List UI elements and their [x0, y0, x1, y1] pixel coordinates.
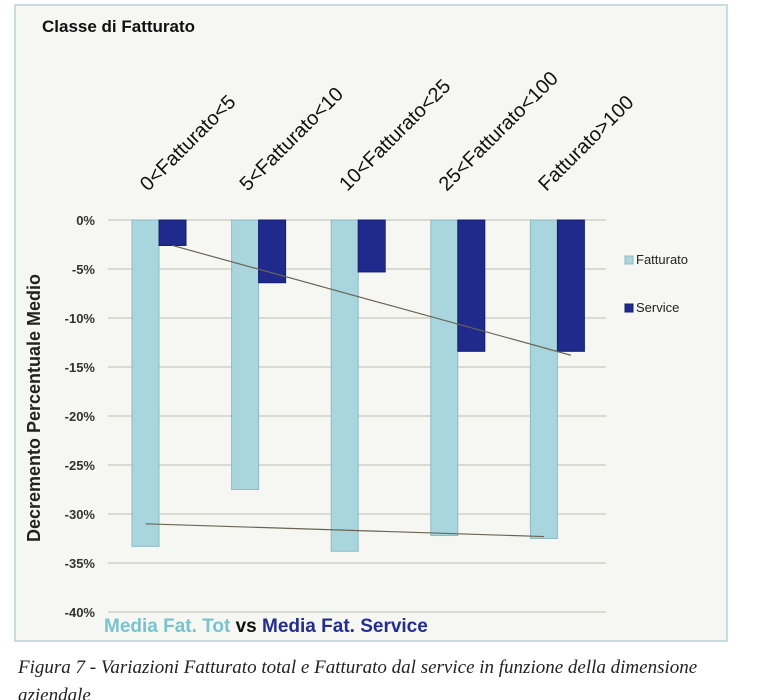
trendline-service	[172, 244, 572, 356]
bar-fatturato	[131, 219, 160, 547]
trendline-fatturato	[145, 523, 544, 538]
y-tick-label: -35%	[65, 556, 96, 571]
category-label: Fatturato>100	[534, 92, 638, 196]
chart-footer-part3: Media Fat. Service	[262, 616, 428, 637]
y-tick-label: -5%	[72, 262, 96, 277]
legend-swatch	[624, 255, 634, 265]
chart-footer-part1: Media Fat. Tot	[104, 616, 231, 637]
y-tick-label: -20%	[65, 409, 96, 424]
bar-service	[457, 219, 486, 352]
bar-fatturato	[430, 219, 459, 537]
y-axis-label: Decremento Percentuale Medio	[24, 274, 44, 542]
y-tick-label: -15%	[65, 360, 96, 375]
legend-label: Fatturato	[636, 252, 688, 267]
figure-caption: Figura 7 - Variazioni Fatturato total e …	[18, 657, 698, 700]
y-tick-label: -10%	[65, 311, 96, 326]
y-tick-label: 0%	[76, 213, 95, 228]
y-tick-label: -25%	[65, 458, 96, 473]
chart-footer: Media Fat. Tot vs Media Fat. Service	[104, 616, 428, 637]
bar-fatturato	[231, 219, 260, 490]
y-tick-label: -30%	[65, 507, 96, 522]
legend-label: Service	[636, 300, 679, 315]
chart-footer-part2: vs	[230, 616, 262, 637]
y-tick-label: -40%	[65, 605, 96, 620]
legend-swatch	[624, 303, 634, 313]
bar-service	[556, 219, 585, 352]
bar-service	[258, 219, 287, 284]
bar-fatturato	[330, 219, 359, 552]
bar-service	[357, 219, 386, 273]
bar-fatturato	[529, 219, 558, 539]
chart-title: Classe di Fatturato	[42, 17, 195, 36]
category-label: 0<Fatturato<5	[136, 91, 240, 195]
chart: 0% -5% -10% -15% -20% -25% -30% -35% -40% 0<Fattu…	[24, 17, 688, 637]
category-label: 5<Fatturato<10	[236, 83, 348, 195]
bar-service	[158, 219, 187, 246]
